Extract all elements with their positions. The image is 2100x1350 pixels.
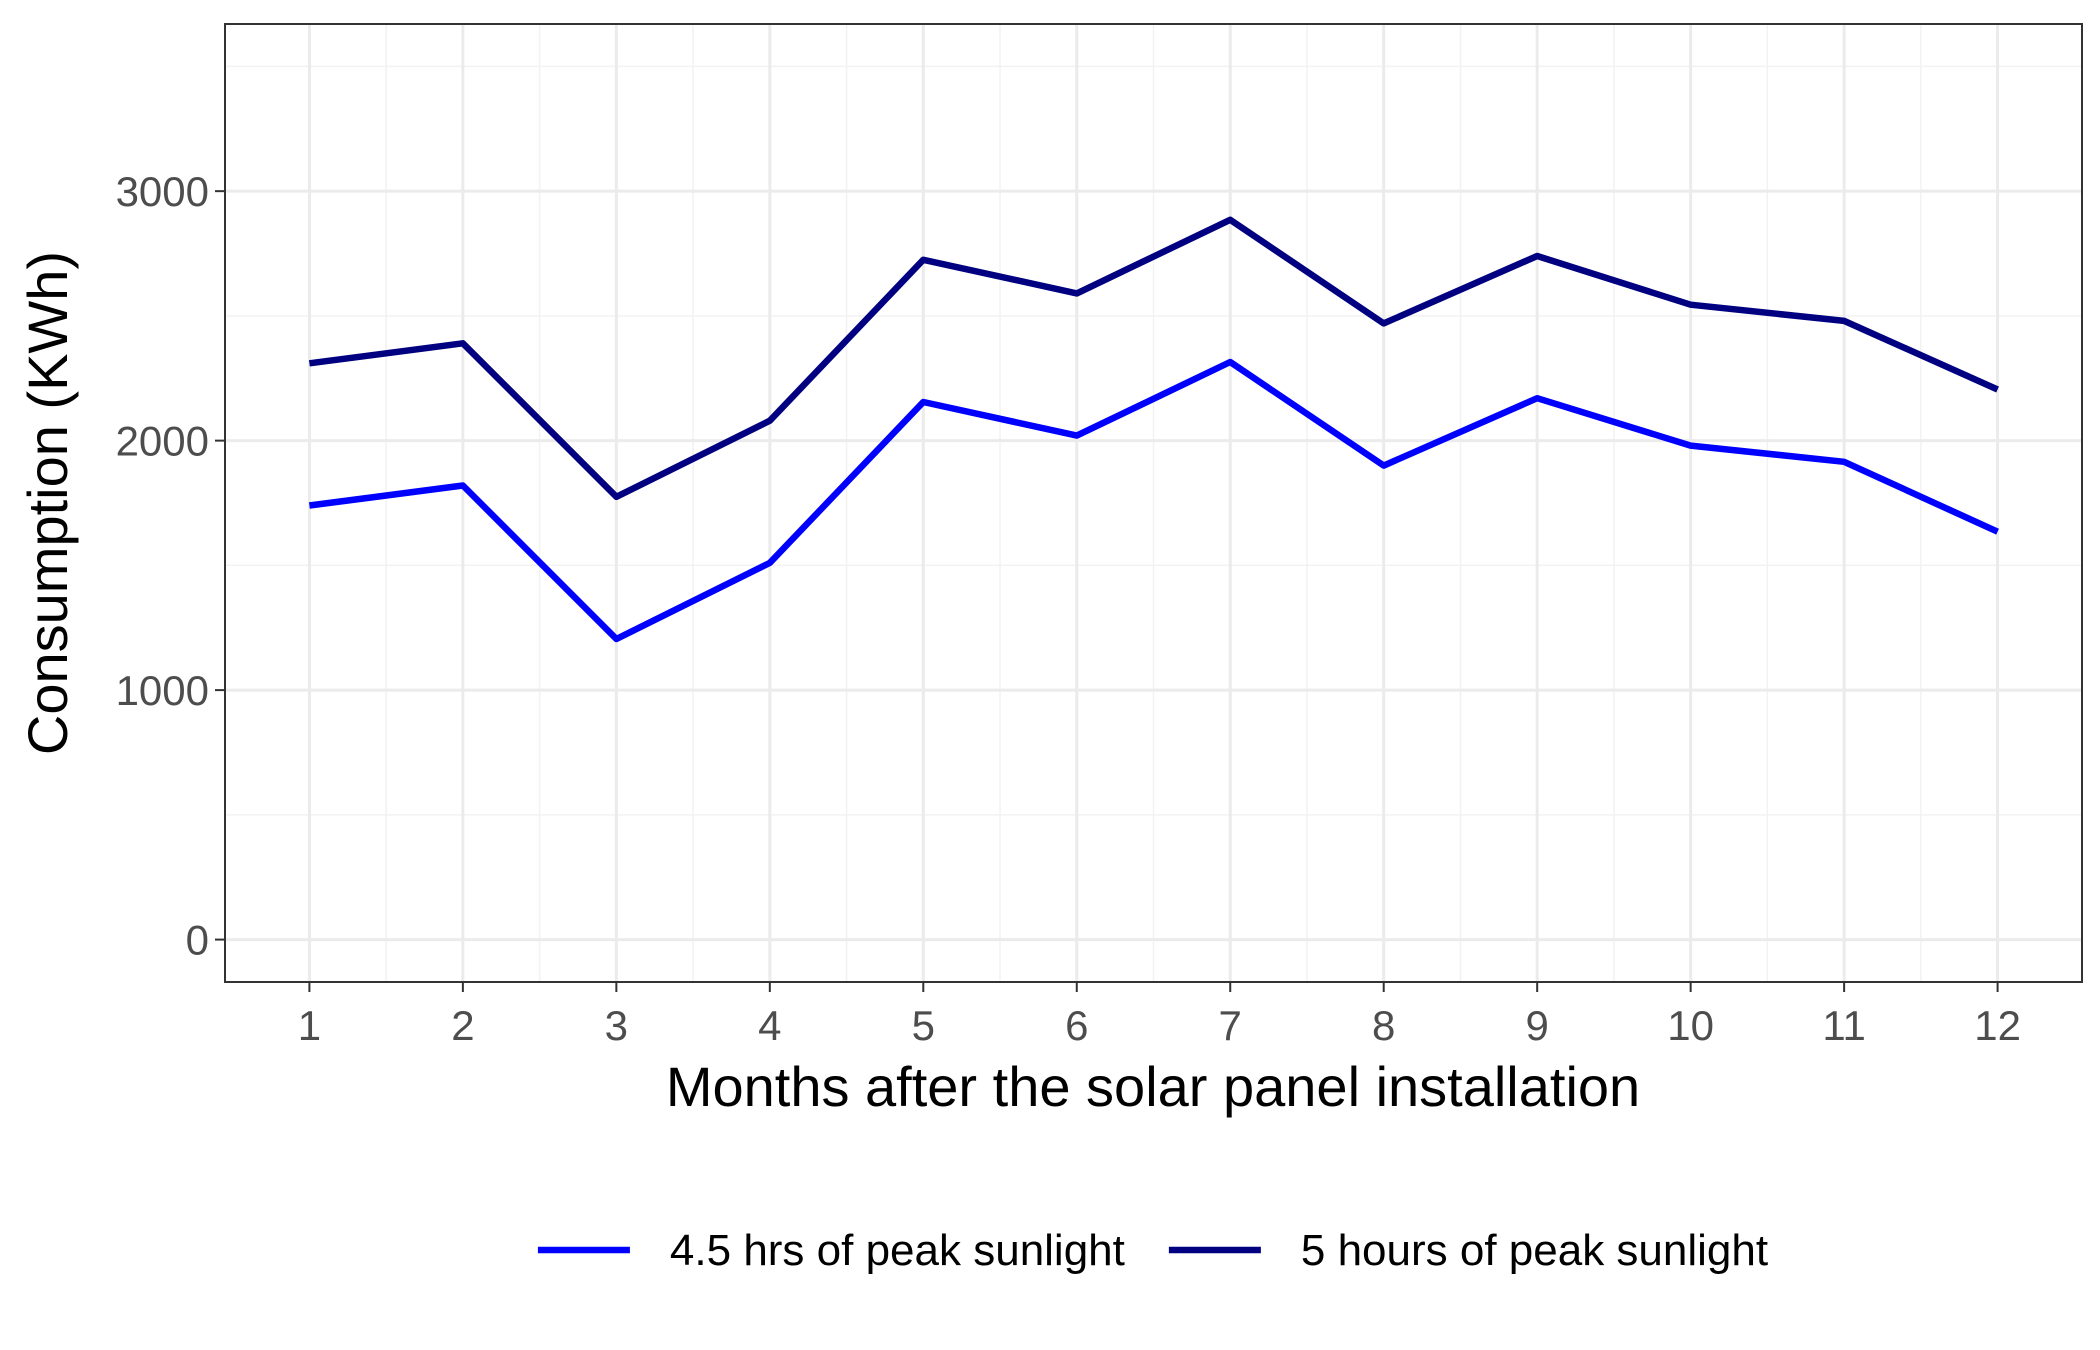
x-tick-label: 7: [1219, 1002, 1242, 1049]
legend-label-1: 4.5 hrs of peak sunlight: [670, 1226, 1125, 1275]
x-axis-title: Months after the solar panel installatio…: [666, 1055, 1640, 1118]
x-tick-label: 8: [1372, 1002, 1395, 1049]
x-tick-label: 2: [451, 1002, 474, 1049]
y-tick-label: 1000: [116, 667, 209, 714]
x-tick-label: 6: [1065, 1002, 1088, 1049]
y-tick-label: 2000: [116, 418, 209, 465]
major-gridlines: [225, 24, 2082, 982]
x-tick-label: 4: [758, 1002, 781, 1049]
x-tick-label: 1: [298, 1002, 321, 1049]
x-tick-label: 5: [912, 1002, 935, 1049]
series-lines: [308, 216, 1999, 643]
y-tick-label: 0: [186, 917, 209, 964]
x-tick-label: 11: [1822, 1002, 1866, 1049]
series-line-1: [308, 358, 1999, 643]
series-line-2: [308, 216, 1999, 501]
legend-label-2: 5 hours of peak sunlight: [1301, 1226, 1768, 1275]
x-tick-label: 9: [1525, 1002, 1548, 1049]
plot-panel-border: [224, 23, 2083, 983]
y-axis: 0 1000 2000 3000: [116, 168, 225, 964]
minor-gridlines: [225, 24, 2082, 982]
x-tick-label: 10: [1667, 1002, 1714, 1049]
x-axis: 1 2 3 4 5 6 7 8 9 10 11 12: [298, 982, 2021, 1049]
y-axis-title: Consumption (KWh): [16, 251, 79, 755]
y-tick-label: 3000: [116, 168, 209, 215]
legend: 4.5 hrs of peak sunlight 5 hours of peak …: [537, 1226, 1768, 1275]
x-tick-label: 12: [1974, 1002, 2021, 1049]
x-tick-label: 3: [605, 1002, 628, 1049]
